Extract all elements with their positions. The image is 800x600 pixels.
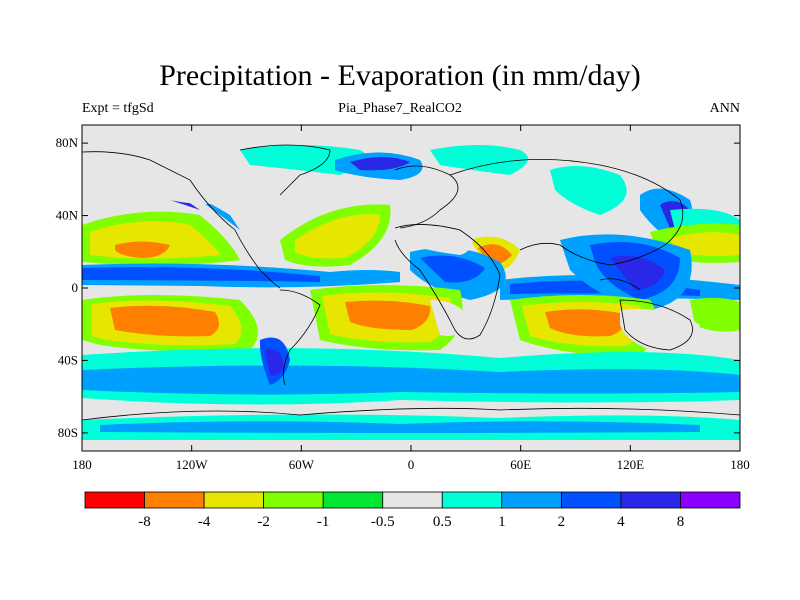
coastlines <box>82 144 740 421</box>
lon-tick-label: 180 <box>72 457 92 472</box>
colorbar-swatch <box>560 491 622 509</box>
colorbar-swatch <box>144 491 205 509</box>
lon-tick-label: 60E <box>510 457 531 472</box>
longitude-axis: 180 120W 60W 0 60E 120E 180 <box>72 125 750 472</box>
lat-tick-label: 80N <box>56 135 79 150</box>
experiment-label: Expt = tfgSd <box>82 101 154 116</box>
lat-tick-label: 0 <box>72 280 79 295</box>
colorbar-label: -1 <box>317 514 330 530</box>
colorbar-swatch <box>84 491 145 509</box>
colorbar-label: -0.5 <box>371 514 395 530</box>
lon-tick-label: 180 <box>730 457 750 472</box>
lat-tick-label: 40S <box>58 352 78 367</box>
colorbar-swatch <box>263 491 324 509</box>
colorbar-label: 1 <box>498 514 506 530</box>
lon-tick-label: 120E <box>617 457 645 472</box>
colorbar: -8 -4 -2 -1 -0.5 0.5 1 2 4 8 <box>84 491 741 530</box>
lat-tick-label: 80S <box>58 425 78 440</box>
map-title: Precipitation - Evaporation (in mm/day) <box>159 59 641 92</box>
lon-tick-label: 120W <box>176 457 209 472</box>
map-subtitle: Pia_Phase7_RealCO2 <box>338 101 462 116</box>
colorbar-label: -2 <box>257 514 270 530</box>
colorbar-label: 8 <box>677 514 685 530</box>
colorbar-swatch <box>382 491 443 509</box>
season-label: ANN <box>709 101 740 116</box>
colorbar-swatch <box>322 491 384 509</box>
colorbar-label: 0.5 <box>433 514 452 530</box>
colorbar-swatch <box>441 491 503 509</box>
colorbar-swatch <box>680 491 741 509</box>
colorbar-swatch <box>203 491 265 509</box>
colorbar-label: -4 <box>198 514 211 530</box>
colorbar-label: 2 <box>558 514 566 530</box>
lat-tick-label: 40N <box>56 208 79 223</box>
colorbar-label: 4 <box>617 514 625 530</box>
colorbar-label: -8 <box>138 514 151 530</box>
latitude-axis: 80N 40N 0 40S 80S <box>56 135 740 440</box>
precip-evap-field <box>82 125 740 451</box>
colorbar-swatch <box>501 491 562 509</box>
lon-tick-label: 60W <box>289 457 315 472</box>
colorbar-swatch <box>620 491 681 509</box>
lon-tick-label: 0 <box>408 457 415 472</box>
